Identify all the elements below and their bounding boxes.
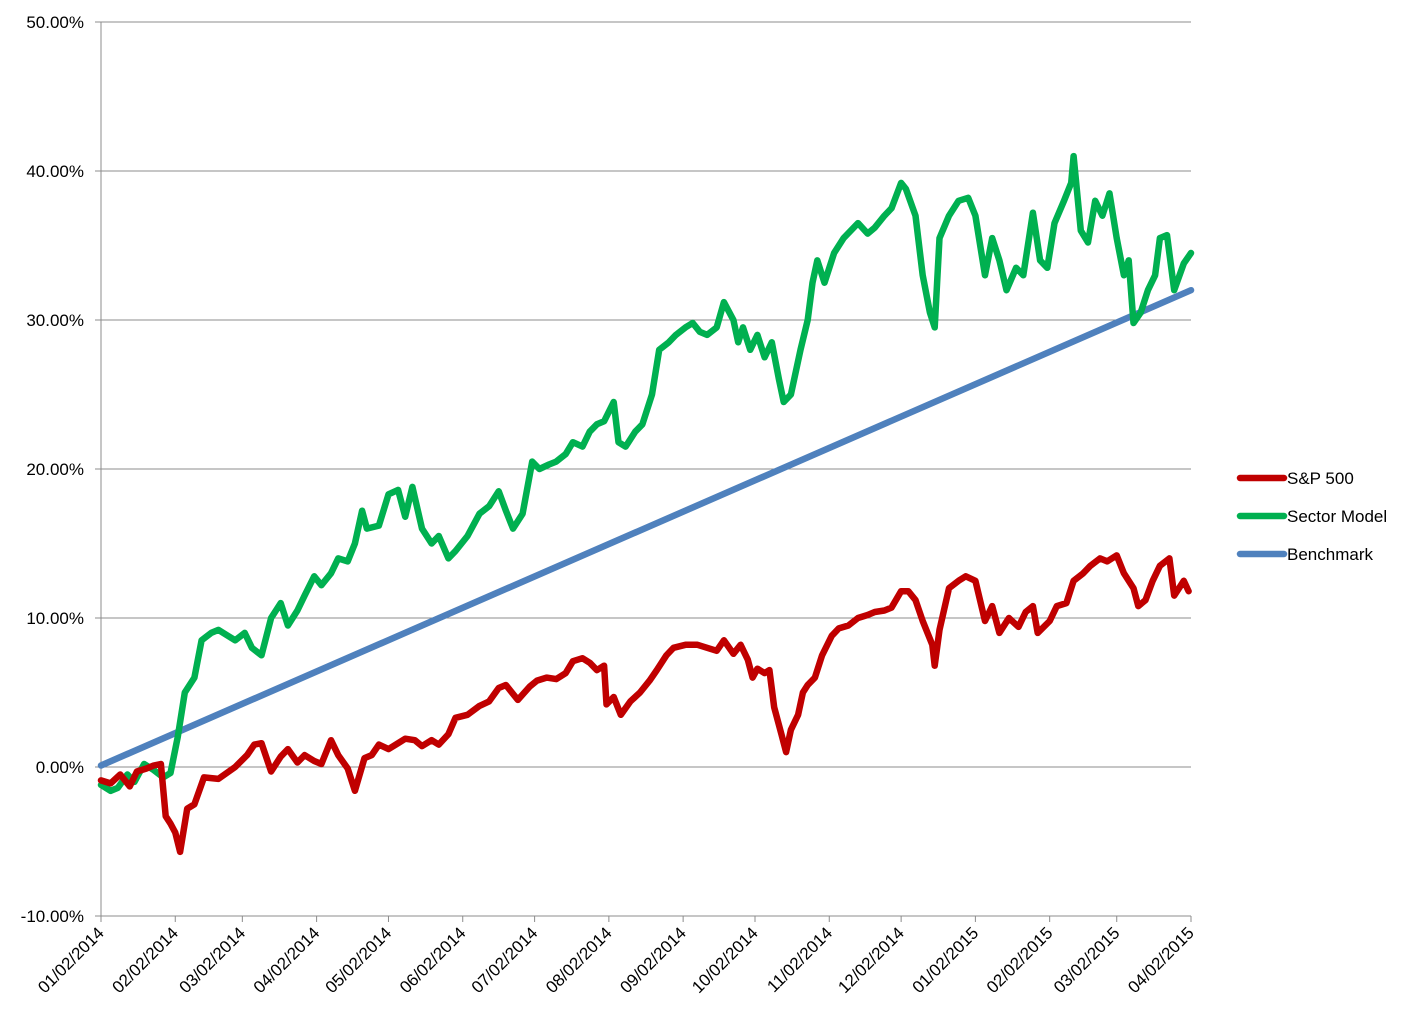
x-tick-label: 04/02/2015 — [1124, 923, 1198, 997]
legend-item: Sector Model — [1236, 507, 1387, 526]
y-tick-label: 40.00% — [26, 162, 84, 181]
y-axis-ticks: 50.00% 40.00% 30.00% 20.00% 10.00% 0.00% -10.0… — [21, 13, 101, 926]
y-tick-label: 10.00% — [26, 609, 84, 628]
gridlines — [101, 21, 1191, 917]
y-tick-label: 0.00% — [36, 758, 84, 777]
series-line-benchmark — [97, 286, 1195, 769]
x-tick-label: 04/02/2014 — [250, 923, 324, 997]
x-tick-label: 01/02/2015 — [909, 923, 983, 997]
y-tick-label: 20.00% — [26, 460, 84, 479]
y-tick-label: 30.00% — [26, 311, 84, 330]
x-tick-label: 09/02/2014 — [616, 923, 690, 997]
x-tick-label: 10/02/2014 — [688, 923, 762, 997]
legend: S&P 500 Sector Model Benchmark — [1236, 469, 1387, 564]
x-tick-label: 11/02/2014 — [763, 923, 836, 996]
y-tick-label: 50.00% — [26, 13, 84, 32]
y-tick-label: -10.00% — [21, 907, 84, 926]
x-tick-label: 02/02/2014 — [108, 923, 182, 997]
x-tick-label: 02/02/2015 — [983, 923, 1057, 997]
series-line-s-p-500 — [97, 552, 1192, 856]
series-line-sector-model — [97, 152, 1195, 795]
x-tick-label: 03/02/2014 — [176, 923, 250, 997]
x-tick-label: 06/02/2014 — [396, 923, 470, 997]
x-tick-label: 05/02/2014 — [322, 923, 396, 997]
x-tick-label: 07/02/2014 — [468, 923, 542, 997]
x-tick-label: 12/02/2014 — [834, 923, 908, 997]
x-tick-label: 03/02/2015 — [1050, 923, 1124, 997]
series-lines — [97, 152, 1195, 856]
legend-item: Benchmark — [1236, 545, 1373, 564]
legend-label: Benchmark — [1287, 545, 1373, 564]
legend-label: Sector Model — [1287, 507, 1387, 526]
legend-label: S&P 500 — [1287, 469, 1354, 488]
legend-item: S&P 500 — [1236, 469, 1354, 488]
x-tick-label: 01/02/2014 — [34, 923, 108, 997]
x-tick-label: 08/02/2014 — [542, 923, 616, 997]
